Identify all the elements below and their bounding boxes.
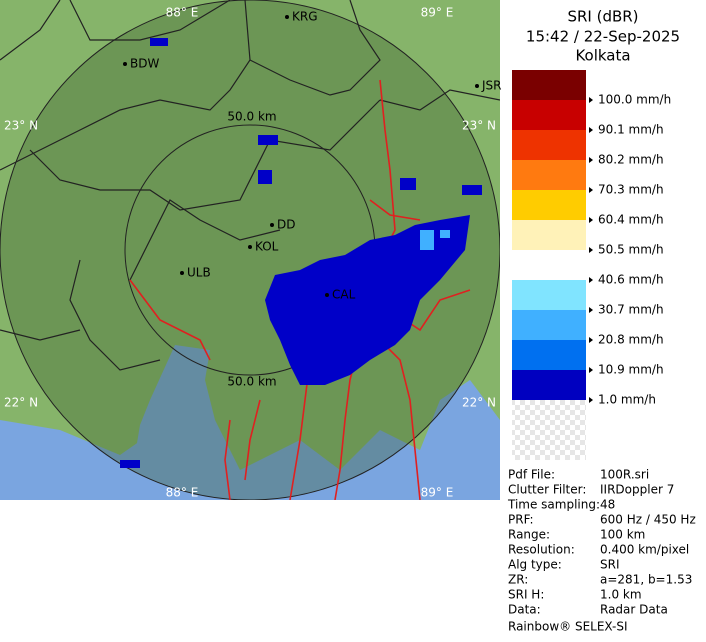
info-key: Pdf File: bbox=[508, 468, 555, 482]
legend-swatch bbox=[512, 280, 586, 310]
info-key: Data: bbox=[508, 603, 541, 617]
echoes bbox=[120, 38, 482, 468]
range-label: 50.0 km bbox=[227, 375, 276, 389]
range-label: 50.0 km bbox=[227, 110, 276, 124]
info-value: 1.0 km bbox=[600, 588, 642, 602]
place-dot bbox=[475, 84, 479, 88]
legend-swatch bbox=[512, 100, 586, 130]
info-value: 48 bbox=[600, 498, 615, 512]
product-title: SRI (dBR) bbox=[567, 8, 638, 26]
legend-label: 50.5 mm/h bbox=[598, 243, 664, 257]
legend-swatch bbox=[512, 190, 586, 220]
map bbox=[0, 0, 500, 500]
info-key: Alg type: bbox=[508, 558, 562, 572]
legend-label: 10.9 mm/h bbox=[598, 363, 664, 377]
legend-swatch bbox=[512, 310, 586, 340]
legend-label: 100.0 mm/h bbox=[598, 93, 671, 107]
place-dot bbox=[270, 223, 274, 227]
legend-label: 30.7 mm/h bbox=[598, 303, 664, 317]
estuary bbox=[135, 345, 210, 455]
place-dot bbox=[123, 62, 127, 66]
legend-swatch bbox=[512, 370, 586, 400]
legend-swatch bbox=[512, 130, 586, 160]
info-value: 600 Hz / 450 Hz bbox=[600, 513, 696, 527]
info-value: Radar Data bbox=[600, 603, 668, 617]
legend-pointer bbox=[589, 187, 593, 193]
legend-pointer bbox=[589, 337, 593, 343]
legend-swatch bbox=[512, 70, 586, 100]
legend-swatch bbox=[512, 250, 586, 280]
legend-pointer bbox=[589, 97, 593, 103]
place-label: KRG bbox=[292, 10, 318, 24]
legend-pointer bbox=[589, 397, 593, 403]
legend-panel: SRI (dBR) 15:42 / 22-Sep-2025 Kolkata 10… bbox=[507, 8, 696, 617]
legend-pointer bbox=[589, 157, 593, 163]
info-value: 100R.sri bbox=[600, 468, 649, 482]
site-name: Kolkata bbox=[575, 47, 630, 65]
info-key: PRF: bbox=[508, 513, 534, 527]
latitude-label: 22° N bbox=[462, 396, 496, 410]
place-label: BDW bbox=[130, 57, 159, 71]
legend-label: 20.8 mm/h bbox=[598, 333, 664, 347]
longitude-label: 88° E bbox=[166, 486, 199, 500]
range-ring-outer bbox=[0, 0, 500, 500]
latitude-label: 23° N bbox=[4, 119, 38, 133]
legend-label: 60.4 mm/h bbox=[598, 213, 664, 227]
longitude-label: 89° E bbox=[421, 6, 454, 20]
place-label: ULB bbox=[187, 266, 211, 280]
legend-pointer bbox=[589, 277, 593, 283]
legend-label: 40.6 mm/h bbox=[598, 273, 664, 287]
latitude-label: 22° N bbox=[4, 396, 38, 410]
legend-swatch bbox=[512, 160, 586, 190]
legend-pointer bbox=[589, 217, 593, 223]
legend-swatch bbox=[512, 220, 586, 250]
info-key: Resolution: bbox=[508, 543, 575, 557]
timestamp: 15:42 / 22-Sep-2025 bbox=[526, 28, 680, 46]
legend-pointer bbox=[589, 247, 593, 253]
info-value: a=281, b=1.53 bbox=[600, 573, 692, 587]
info-key: Time sampling: bbox=[507, 498, 600, 512]
legend-swatch bbox=[512, 340, 586, 370]
info-value: SRI bbox=[600, 558, 620, 572]
legend-pointer bbox=[589, 367, 593, 373]
no-data-swatch bbox=[512, 400, 586, 460]
place-dot bbox=[285, 15, 289, 19]
place-label: KOL bbox=[255, 240, 279, 254]
info-key: ZR: bbox=[508, 573, 528, 587]
info-key: SRI H: bbox=[508, 588, 544, 602]
legend-label: 80.2 mm/h bbox=[598, 153, 664, 167]
map-labels: 88° E 89° E 88° E 89° E 23° N 23° N 22° N 22° N… bbox=[4, 6, 502, 500]
place-label: DD bbox=[277, 218, 295, 232]
place-label: CAL bbox=[332, 288, 356, 302]
info-value: 100 km bbox=[600, 528, 645, 542]
info-value: 0.400 km/pixel bbox=[600, 543, 689, 557]
legend-label: 90.1 mm/h bbox=[598, 123, 664, 137]
place-dot bbox=[180, 271, 184, 275]
boundaries bbox=[0, 0, 500, 371]
legend-label: 70.3 mm/h bbox=[598, 183, 664, 197]
legend-pointer bbox=[589, 307, 593, 313]
info-value: IIRDoppler 7 bbox=[600, 483, 674, 497]
echoes-moderate bbox=[420, 230, 450, 250]
info-key: Clutter Filter: bbox=[508, 483, 586, 497]
legend-pointer bbox=[589, 127, 593, 133]
footer: Rainbow® SELEX-SI bbox=[508, 620, 628, 634]
legend-label: 1.0 mm/h bbox=[598, 393, 656, 407]
info-key: Range: bbox=[508, 528, 550, 542]
place-dot bbox=[325, 293, 329, 297]
longitude-label: 88° E bbox=[166, 6, 199, 20]
longitude-label: 89° E bbox=[421, 486, 454, 500]
place-label: JSR bbox=[481, 79, 502, 93]
latitude-label: 23° N bbox=[462, 119, 496, 133]
place-dot bbox=[248, 245, 252, 249]
